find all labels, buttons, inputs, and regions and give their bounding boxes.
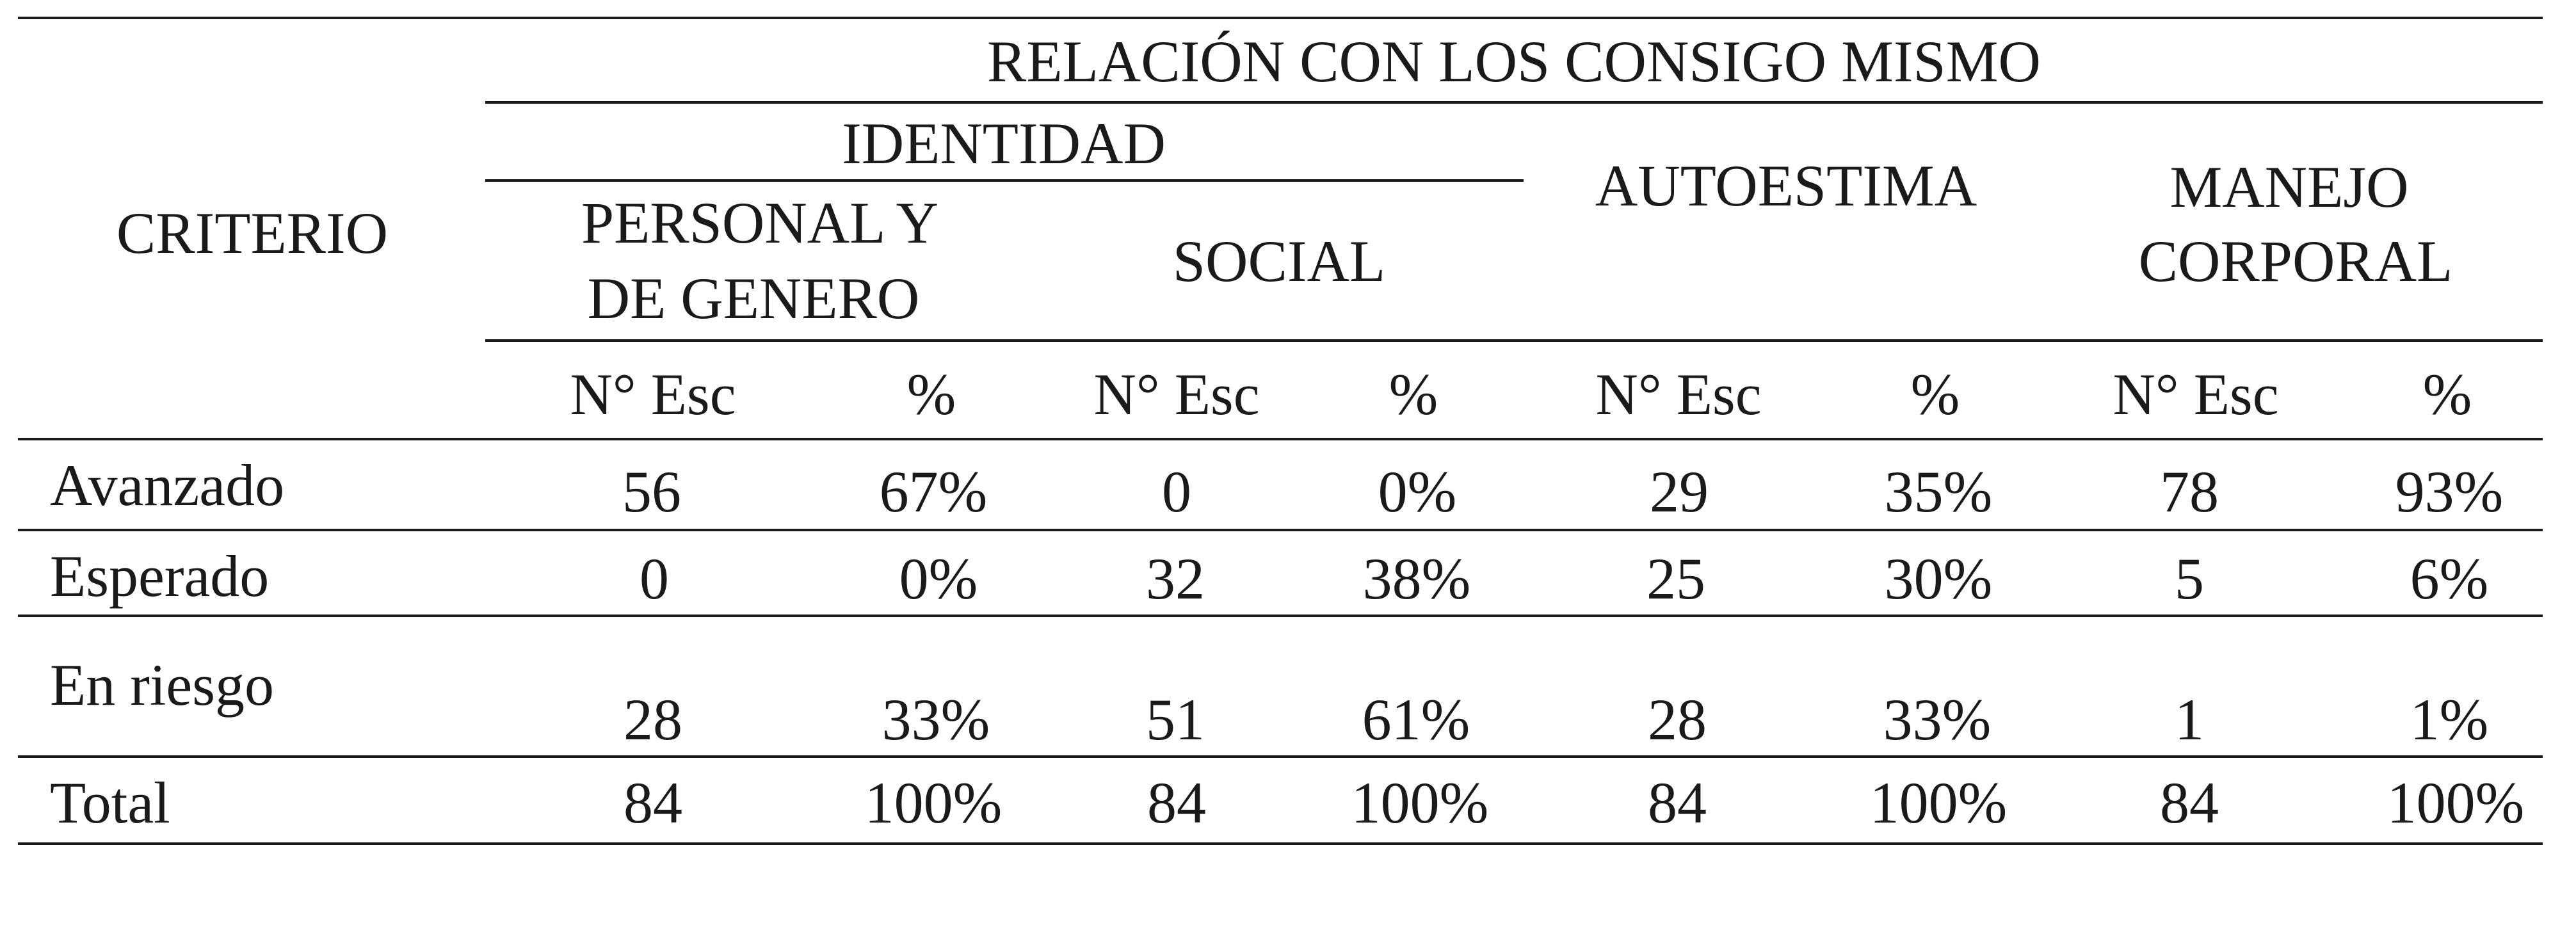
personal-header-line2: DE GENERO bbox=[587, 266, 920, 331]
table-cell: 100% bbox=[1869, 770, 2008, 835]
autoestima-header: AUTOESTIMA bbox=[1595, 153, 1977, 218]
table-cell: 0% bbox=[1378, 459, 1457, 524]
row-rule-2 bbox=[18, 615, 2543, 617]
table-cell: 0 bbox=[640, 546, 669, 611]
subcol-header: N° Esc bbox=[1093, 362, 1260, 427]
subheader-rule bbox=[485, 339, 2543, 342]
table-cell: 84 bbox=[624, 770, 682, 835]
table-cell: 51 bbox=[1146, 687, 1205, 752]
row-rule-1 bbox=[18, 529, 2543, 531]
table-cell: 30% bbox=[1884, 546, 1993, 611]
row-rule-3 bbox=[18, 755, 2543, 758]
row-label-esperado: Esperado bbox=[50, 543, 270, 609]
table-cell: 1% bbox=[2410, 687, 2489, 752]
table-cell: 0% bbox=[899, 546, 978, 611]
table-cell: 6% bbox=[2410, 546, 2489, 611]
table-cell: 78 bbox=[2160, 459, 2219, 524]
row-label-en-riesgo: En riesgo bbox=[50, 652, 275, 718]
table-cell: 84 bbox=[1147, 770, 1206, 835]
personal-header-line1: PERSONAL Y bbox=[581, 190, 939, 255]
table-cell: 84 bbox=[2160, 770, 2219, 835]
subcol-header: % bbox=[1389, 362, 1438, 427]
row-label-total: Total bbox=[50, 770, 170, 835]
subcol-header: N° Esc bbox=[570, 362, 736, 427]
manejo-header-line2: CORPORAL bbox=[2138, 229, 2453, 294]
table-cell: 5 bbox=[2175, 546, 2204, 611]
table-top-rule bbox=[18, 17, 2543, 19]
identidad-header: IDENTIDAD bbox=[842, 111, 1166, 176]
subcol-header: % bbox=[2422, 362, 2472, 427]
social-header: SOCIAL bbox=[1172, 229, 1386, 294]
table-cell: 38% bbox=[1362, 546, 1471, 611]
table-cell: 28 bbox=[624, 687, 682, 752]
subcol-header: N° Esc bbox=[1595, 362, 1762, 427]
subcol-header: % bbox=[1910, 362, 1960, 427]
table-cell: 100% bbox=[2387, 770, 2525, 835]
table-cell: 100% bbox=[1351, 770, 1489, 835]
subcol-header: % bbox=[906, 362, 956, 427]
table-cell: 29 bbox=[1650, 459, 1709, 524]
table-cell: 0 bbox=[1162, 459, 1191, 524]
table-cell: 56 bbox=[622, 459, 681, 524]
table-cell: 93% bbox=[2395, 459, 2504, 524]
table-bottom-rule bbox=[18, 842, 2543, 845]
table-cell: 32 bbox=[1146, 546, 1205, 611]
group-header-rule bbox=[485, 101, 2543, 104]
table-cell: 28 bbox=[1648, 687, 1707, 752]
header-bottom-rule bbox=[18, 438, 2543, 440]
manejo-header-line1: MANEJO bbox=[2169, 154, 2409, 220]
subcol-header: N° Esc bbox=[2113, 362, 2279, 427]
table-cell: 1 bbox=[2175, 687, 2204, 752]
group-header: RELACIÓN CON LOS CONSIGO MISMO bbox=[987, 29, 2041, 94]
table-cell: 61% bbox=[1362, 687, 1470, 752]
table-cell: 25 bbox=[1646, 546, 1705, 611]
table-cell: 33% bbox=[1883, 687, 1992, 752]
row-label-avanzado: Avanzado bbox=[50, 453, 285, 518]
table-cell: 67% bbox=[879, 459, 988, 524]
table-cell: 33% bbox=[881, 687, 990, 752]
table-cell: 35% bbox=[1884, 459, 1993, 524]
table-cell: 84 bbox=[1648, 770, 1707, 835]
criterio-header: CRITERIO bbox=[116, 200, 389, 266]
identidad-rule bbox=[485, 179, 1524, 182]
table-cell: 100% bbox=[864, 770, 1002, 835]
